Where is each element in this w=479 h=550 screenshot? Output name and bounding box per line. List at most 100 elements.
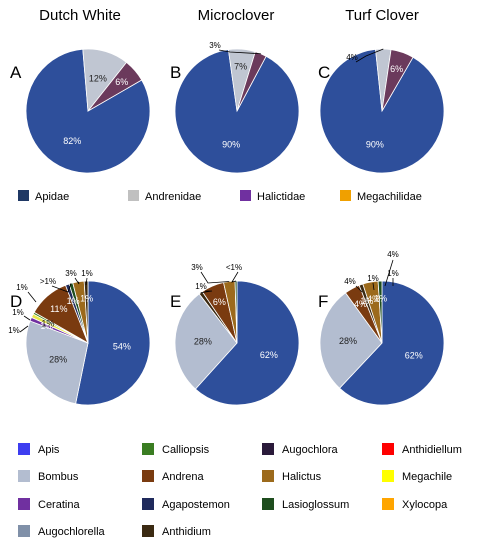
slice-label-f-outer-halictus-leader <box>384 259 394 287</box>
legend-genus-label-andrena: Andrena <box>162 471 204 483</box>
legend-genus-label-apis: Apis <box>38 444 60 456</box>
legend-genus-label-bombus: Bombus <box>38 471 79 483</box>
legend-genus-label-augochlora: Augochlora <box>282 444 339 456</box>
legend-family-swatch-apidae <box>18 190 29 201</box>
slice-label-d-lasioglossum-leader <box>51 283 72 293</box>
slice-label-d-agapostemon: 1% <box>67 296 80 306</box>
legend-genus-swatch-calliopsis <box>142 443 154 455</box>
slice-label-d-outer-3: 1% <box>8 326 20 335</box>
legend-genus-swatch-megachile <box>382 470 394 482</box>
legend-genus-swatch-apis <box>18 443 30 455</box>
slice-label-d-ceratina: 1% <box>40 321 53 331</box>
slice-label-d-megachile: 1% <box>41 318 54 328</box>
panel-title-c: Turf Clover <box>345 7 419 24</box>
slice-label-f-outer-4: 4% <box>344 277 356 286</box>
panel-letter-c: C <box>318 63 330 82</box>
legend-family-label-andrenidae: Andrenidae <box>145 191 201 203</box>
slice-label-e-apis: 62% <box>260 350 278 360</box>
pie-d-slice-anthidium <box>83 280 89 344</box>
pie-b-slice-apidae <box>174 49 300 174</box>
panel-letter-d: D <box>10 292 22 311</box>
panel-title-b: Microclover <box>198 7 275 24</box>
slice-label-d-outer-1-leader <box>27 291 37 303</box>
legend-genus-label-ceratina: Ceratina <box>38 499 80 511</box>
legend-genus-label-agapostemon: Agapostemon <box>162 499 230 511</box>
panel-letter-e: E <box>170 292 181 311</box>
slice-label-d-outer-1: 1% <box>16 283 28 292</box>
slice-label-b-andrenidae: 7% <box>234 62 247 72</box>
slice-label-f-halictus: 4% <box>367 294 380 304</box>
legend-family-label-apidae: Apidae <box>35 191 69 203</box>
slice-label-d-outer-2: 1% <box>12 308 24 317</box>
pie-f-slice-apis <box>338 280 445 406</box>
legend-family-label-halictidae: Halictidae <box>257 191 305 203</box>
legend-genus-label-xylocopa: Xylocopa <box>402 499 448 511</box>
legend-genus-label-calliopsis: Calliopsis <box>162 444 210 456</box>
slice-label-c-andrenidae: 4% <box>346 53 358 62</box>
slice-label-d-andrena: 11% <box>50 304 67 314</box>
slice-label-d-outer-4-leader <box>85 277 88 286</box>
slice-label-e-anthidium-leader <box>200 290 213 294</box>
slice-label-d-lasioglossum: >1% <box>40 277 56 286</box>
panel-letter-a: A <box>10 63 22 82</box>
legend-genus-swatch-anthidium <box>142 525 154 537</box>
slice-label-f-outer-lasio: 1% <box>387 269 399 278</box>
legend-genus-swatch-lasioglossum <box>262 498 274 510</box>
legend-family-swatch-megachilidae <box>340 190 351 201</box>
slice-label-e-bombus: 28% <box>194 337 212 347</box>
legend-genus-label-anthidium: Anthidium <box>162 526 211 538</box>
slice-label-b-halictidae: 3% <box>209 41 221 50</box>
slice-label-a-halictidae: 6% <box>115 77 128 87</box>
pie-d-slice-bombus <box>25 320 89 405</box>
slice-label-d-outer-4: 1% <box>81 269 93 278</box>
legend-genus-swatch-augochlora <box>262 443 274 455</box>
legend-genus-swatch-agapostemon <box>142 498 154 510</box>
slice-label-e-halictus: 3% <box>191 263 203 272</box>
legend-family-swatch-andrenidae <box>128 190 139 201</box>
pie-d-slice-apis <box>75 280 151 406</box>
pie-f-slice-bombus <box>319 292 383 389</box>
slice-label-f-outer-1-leader <box>372 282 375 291</box>
slice-label-d-anthidium: 1% <box>80 293 93 303</box>
slice-label-c-andrenidae-leader <box>355 48 384 63</box>
slice-label-d-outer-3-leader <box>19 325 29 333</box>
legend-genus-swatch-ceratina <box>18 498 30 510</box>
legend-family-swatch-halictidae <box>240 190 251 201</box>
pie-f-slice-lasioglossum <box>377 280 383 344</box>
slice-label-f-outer-1: 1% <box>367 274 379 283</box>
slice-label-f-lasioglossum: 1% <box>374 293 387 303</box>
panel-letter-f: F <box>318 292 328 311</box>
slice-label-f-outer-halictus: 4% <box>387 250 399 259</box>
slice-label-f-anthidium: 1% <box>360 296 373 306</box>
slice-label-e-halictus-leader <box>200 271 230 284</box>
legend-genus-label-megachile: Megachile <box>402 471 452 483</box>
legend-genus-label-augochlorella: Augochlorella <box>38 526 106 538</box>
slice-label-d-apis: 54% <box>113 341 131 351</box>
pie-a-slice-halictidae <box>87 61 143 112</box>
legend-genus-label-lasioglossum: Lasioglossum <box>282 499 349 511</box>
legend-genus-swatch-anthidiellum <box>382 443 394 455</box>
pie-e-slice-apis <box>194 280 300 406</box>
slice-label-e-lasioglossum-leader <box>231 271 239 283</box>
pie-c-slice-apidae <box>319 48 445 174</box>
legend-genus-swatch-halictus <box>262 470 274 482</box>
slice-label-d-halictus-leader <box>74 277 80 285</box>
legend-genus-swatch-xylocopa <box>382 498 394 510</box>
slice-label-d-outer-2-leader <box>23 315 31 321</box>
slice-label-a-apidae: 82% <box>63 136 81 146</box>
legend-genus-swatch-andrena <box>142 470 154 482</box>
legend-genus-label-halictus: Halictus <box>282 471 322 483</box>
slice-label-d-halictus: 3% <box>65 269 77 278</box>
slice-label-f-apis: 62% <box>405 351 423 361</box>
slice-label-f-bombus: 28% <box>339 336 357 346</box>
slice-label-d-bombus: 28% <box>49 354 67 364</box>
pie-e-slice-bombus <box>174 293 238 390</box>
legend-genus-swatch-bombus <box>18 470 30 482</box>
slice-label-b-halictidae-leader <box>218 49 261 55</box>
legend-genus-swatch-augochlorella <box>18 525 30 537</box>
panel-letter-b: B <box>170 63 181 82</box>
pie-c-slice-halictidae <box>381 49 414 112</box>
legend-genus-label-anthidiellum: Anthidiellum <box>402 444 462 456</box>
slice-label-a-andrenidae: 12% <box>89 73 107 83</box>
